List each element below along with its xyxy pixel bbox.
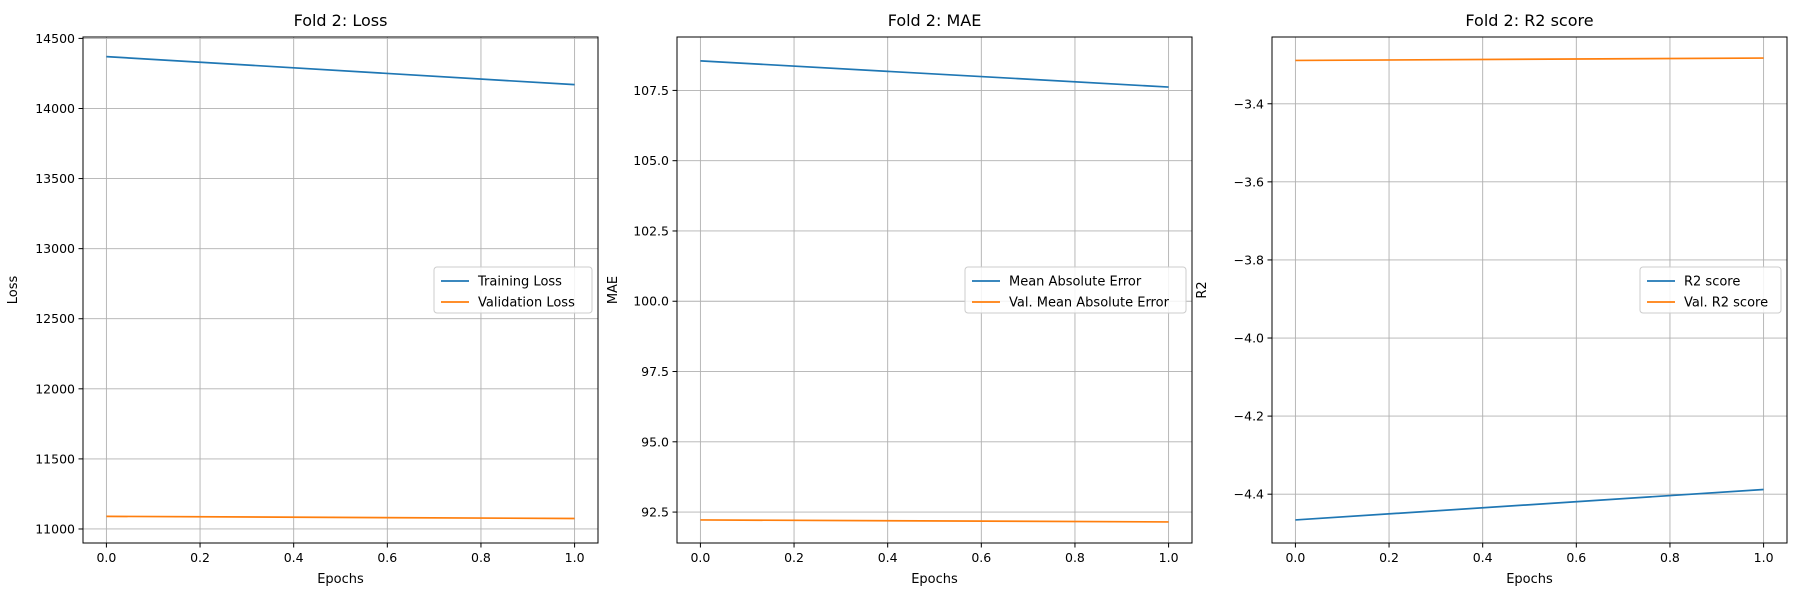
chart-panel-1: 0.0 0.2 0.4 0.6 0.8 1.0 11000 11500 12000 12500 13…: [6, 11, 599, 587]
x-axis-label: Epochs: [911, 572, 958, 587]
x-tick-label: 0.8: [1660, 550, 1680, 565]
y-tick-label: 102.5: [633, 223, 669, 238]
y-tick-label: 105.0: [633, 153, 669, 168]
y-tick-label: 12500: [35, 311, 75, 326]
y-tick-label: 95.0: [641, 434, 669, 449]
chart-panel-2: 0.0 0.2 0.4 0.6 0.8 1.0 92.5 95.0 97.5 100.0 102.5…: [606, 11, 1193, 587]
x-tick-label: 0.2: [190, 550, 210, 565]
legend-label: Val. R2 score: [1684, 296, 1768, 311]
plot-frame: [82, 36, 599, 544]
legend-label: Training Loss: [477, 275, 562, 290]
y-axis-label: MAE: [606, 276, 621, 304]
legend: R2 score Val. R2 score: [1639, 266, 1782, 314]
y-axis-label: R2: [1195, 281, 1210, 298]
chart-panel-3: 0.0 0.2 0.4 0.6 0.8 1.0 −4.4 −4.2 −4.0 −3.8 −3.6 −3…: [1195, 11, 1788, 587]
chart-title: Fold 2: Loss: [294, 11, 388, 30]
y-tick-label: 11500: [35, 451, 75, 466]
legend-box: [1639, 266, 1782, 314]
y-tick-label: 107.5: [633, 83, 669, 98]
x-tick-label: 0.8: [471, 550, 491, 565]
series-line-1: [700, 60, 1169, 88]
y-tick-label: 100.0: [633, 294, 669, 309]
legend-box: [433, 266, 593, 314]
y-tick-label: 14500: [35, 31, 75, 46]
chart-title: Fold 2: MAE: [888, 11, 982, 30]
series-line-1: [1295, 488, 1764, 521]
y-tick-label: 97.5: [641, 364, 669, 379]
x-tick-label: 1.0: [1754, 550, 1774, 565]
x-axis-label: Epochs: [1506, 572, 1553, 587]
y-tick-label: 12000: [35, 381, 75, 396]
x-tick-label: 0.6: [971, 550, 991, 565]
y-tick-label: −3.6: [1234, 174, 1264, 189]
y-tick-label: 14000: [35, 101, 75, 116]
y-axis-label: Loss: [6, 276, 21, 305]
x-axis-label: Epochs: [317, 572, 364, 587]
y-tick-label: −4.2: [1234, 409, 1264, 424]
plot-frame: [1271, 36, 1788, 544]
y-tick-label: 13500: [35, 171, 75, 186]
series-line-2: [1295, 57, 1764, 62]
x-tick-label: 1.0: [565, 550, 585, 565]
y-tick-label: 13000: [35, 241, 75, 256]
y-tick-label: −4.4: [1234, 487, 1264, 502]
x-tick-label: 0.0: [1285, 550, 1305, 565]
x-tick-label: 0.2: [784, 550, 804, 565]
y-tick-label: −3.8: [1234, 252, 1264, 267]
y-tick-label: −3.4: [1234, 96, 1264, 111]
x-tick-label: 0.4: [284, 550, 304, 565]
x-tick-label: 0.6: [377, 550, 397, 565]
legend: Mean Absolute Error Val. Mean Absolute Er…: [964, 266, 1187, 314]
legend-label: R2 score: [1684, 275, 1740, 290]
series-line-2: [700, 519, 1169, 523]
chart-title: Fold 2: R2 score: [1465, 11, 1593, 30]
x-tick-label: 0.2: [1379, 550, 1399, 565]
x-tick-label: 0.4: [878, 550, 898, 565]
x-tick-label: 1.0: [1159, 550, 1179, 565]
x-tick-label: 0.0: [96, 550, 116, 565]
legend-label: Mean Absolute Error: [1009, 275, 1142, 290]
legend-label: Val. Mean Absolute Error: [1009, 296, 1170, 311]
legend-label: Validation Loss: [478, 296, 575, 311]
x-tick-label: 0.8: [1065, 550, 1085, 565]
series-line-2: [106, 515, 575, 520]
x-tick-label: 0.4: [1473, 550, 1493, 565]
y-tick-label: 11000: [35, 521, 75, 536]
legend: Training Loss Validation Loss: [433, 266, 593, 314]
x-tick-label: 0.0: [690, 550, 710, 565]
plot-frame: [676, 36, 1193, 544]
y-tick-label: −4.0: [1234, 331, 1264, 346]
x-tick-label: 0.6: [1566, 550, 1586, 565]
legend-box: [964, 266, 1187, 314]
series-line-1: [106, 55, 575, 86]
y-tick-label: 92.5: [641, 505, 669, 520]
